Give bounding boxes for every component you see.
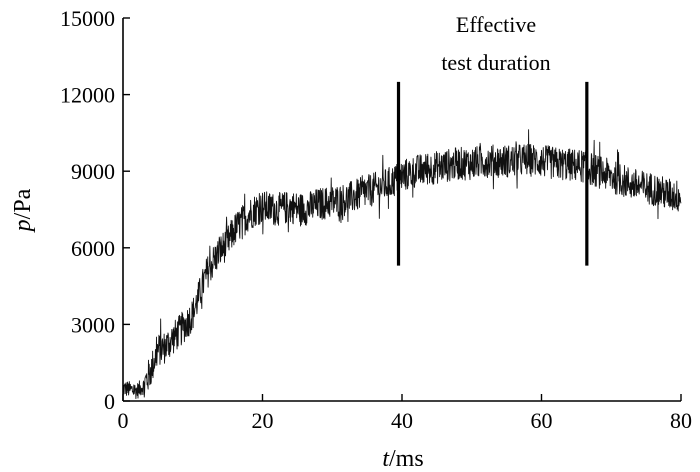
pressure-series-line [122, 129, 682, 399]
annotation-line-2: test duration [441, 50, 550, 75]
y-tick-label: 15000 [60, 6, 115, 31]
y-axis-var: p [10, 219, 36, 233]
x-tick-label: 0 [118, 408, 129, 433]
marker-layer [396, 81, 589, 266]
x-tick-label: 60 [531, 408, 553, 433]
x-axis-unit: /ms [389, 446, 424, 472]
y-tick-label: 6000 [71, 236, 115, 261]
y-axis-label: p/Pa [10, 188, 36, 233]
y-tick-label: 3000 [71, 312, 115, 337]
annotation-line-1: Effective [456, 12, 536, 37]
x-axis-label: t/ms [382, 446, 423, 472]
axis-layer: 0 3000 6000 9000 12000 15000 0 20 40 60 80 [60, 6, 692, 433]
x-tick-label: 40 [391, 408, 413, 433]
x-tick-label: 20 [252, 408, 274, 433]
y-tick-label: 12000 [60, 83, 115, 108]
y-axis-unit: /Pa [10, 188, 36, 219]
x-tick-label: 80 [670, 408, 692, 433]
data-layer [122, 129, 682, 399]
y-tick-label: 9000 [71, 159, 115, 184]
x-axis-var: t [382, 446, 390, 472]
y-tick-label: 0 [104, 389, 115, 414]
